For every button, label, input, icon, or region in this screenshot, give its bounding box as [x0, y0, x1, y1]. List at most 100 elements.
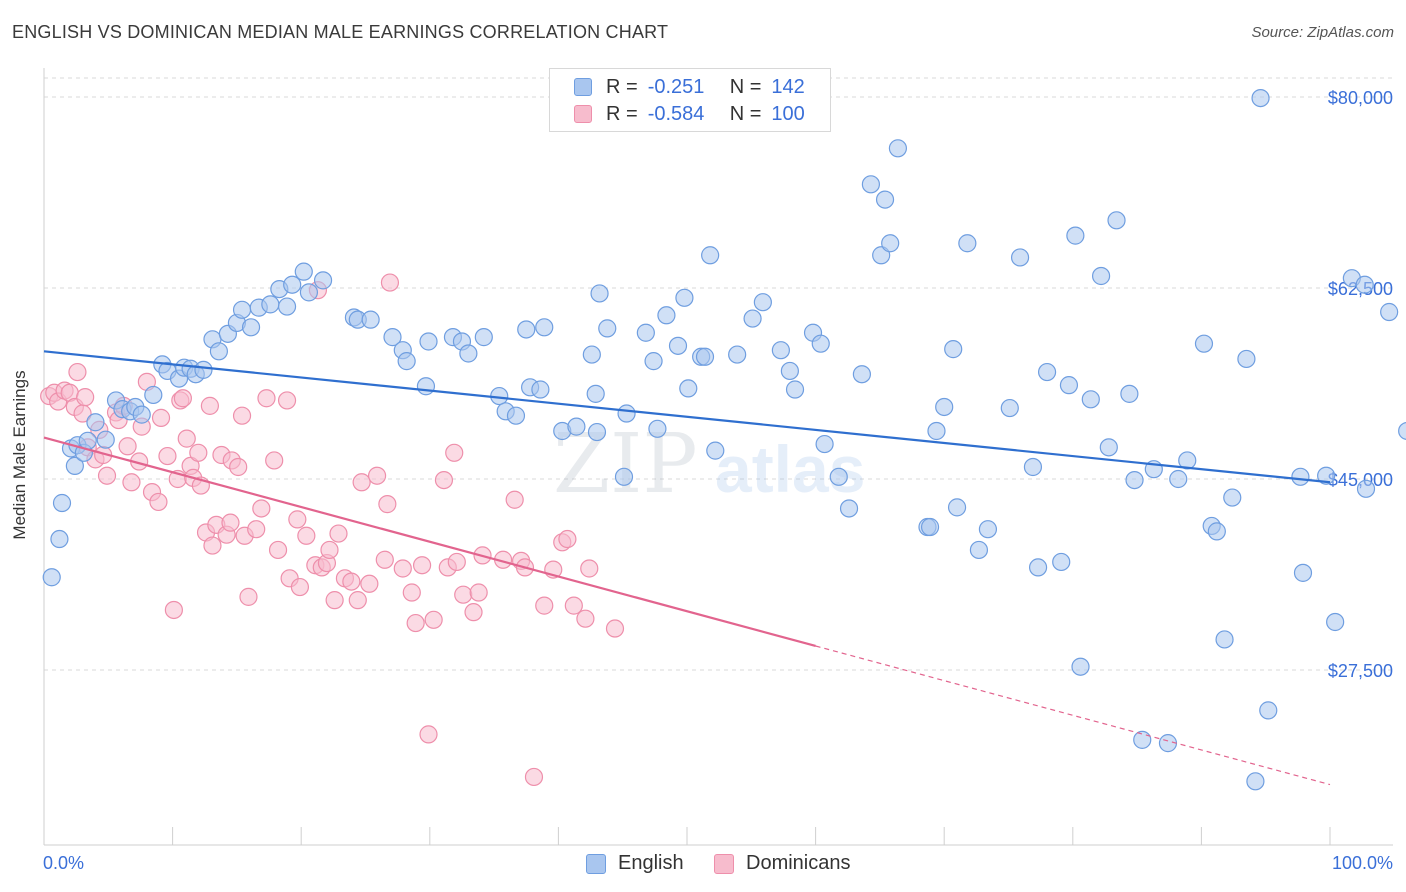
english-point [535, 318, 554, 337]
english-point [232, 300, 252, 319]
axes [43, 68, 1393, 846]
legend-item-english[interactable]: English [586, 852, 684, 875]
english-point [132, 405, 151, 424]
english-points [42, 88, 1406, 791]
english-point [582, 345, 601, 364]
dominican-point [454, 585, 473, 604]
english-point [1010, 248, 1030, 267]
english-point [743, 309, 762, 328]
english-point [1120, 384, 1139, 403]
dominican-point [393, 559, 412, 578]
english-point [1398, 421, 1406, 441]
english-point [567, 417, 586, 436]
english-point [706, 441, 725, 460]
dominican-point [367, 466, 387, 485]
english-point [679, 379, 698, 398]
dominican-point [360, 574, 379, 593]
dominican-point [412, 556, 432, 575]
dominican-swatch [574, 105, 592, 123]
trend-lines [43, 350, 1331, 786]
english-point [42, 568, 61, 587]
english-point [506, 406, 526, 425]
english-point [861, 175, 880, 194]
english-point [531, 380, 550, 399]
dominican-point [118, 437, 137, 456]
english-point [927, 421, 946, 441]
dominican-point [158, 446, 177, 466]
legend-dominicans-label: Dominicans [746, 852, 851, 874]
english-point [969, 540, 989, 560]
x-tick-min: 0.0% [43, 853, 84, 873]
english-point [839, 499, 859, 518]
english-swatch [586, 853, 606, 874]
dominican-point [149, 492, 168, 512]
english-point [1028, 558, 1048, 577]
dominican-point [380, 273, 400, 292]
english-point [86, 413, 105, 432]
english-point [1207, 522, 1226, 541]
dominican-point [406, 613, 425, 633]
series-legend: English Dominicans [0, 852, 1406, 876]
dominican-trend-line [43, 436, 816, 648]
dominican-point [352, 473, 371, 492]
english-point [1059, 376, 1079, 395]
dominican-point [189, 443, 208, 462]
english-point [416, 377, 436, 396]
dominican-point [342, 572, 361, 591]
english-point [1133, 730, 1152, 749]
dominican-swatch [714, 853, 734, 874]
english-point [1251, 88, 1270, 108]
dominican-point [247, 520, 266, 539]
english-point [419, 332, 438, 351]
legend-r-label: R = [606, 102, 638, 125]
dominican-point [605, 619, 625, 638]
dominican-point [402, 583, 421, 602]
english-point [1107, 211, 1126, 230]
english-point [644, 352, 663, 371]
english-point [636, 323, 655, 342]
dominican-point [221, 513, 240, 532]
english-point [920, 517, 940, 537]
dominican-point [424, 610, 443, 629]
english-point [1326, 612, 1345, 632]
english-point [1052, 552, 1071, 572]
dominican-point [277, 391, 297, 410]
dominican-point [535, 596, 554, 615]
english-point [283, 275, 302, 294]
dominican-point [464, 603, 483, 622]
legend-n-value: 142 [771, 75, 805, 98]
english-point [1169, 469, 1188, 489]
legend-item-dominicans[interactable]: Dominicans [714, 852, 850, 875]
english-point [277, 297, 297, 316]
english-point [397, 352, 416, 371]
english-point [459, 344, 478, 363]
english-point [517, 320, 536, 339]
english-point [383, 328, 402, 347]
english-point [1037, 362, 1057, 382]
english-point [96, 430, 115, 449]
dominican-point [419, 725, 438, 744]
english-point [1215, 630, 1234, 649]
y-tick-label: $27,500 [1328, 661, 1393, 681]
dominican-point [445, 443, 464, 462]
dominican-point [68, 362, 87, 382]
legend-n-label: N = [729, 75, 762, 98]
english-point [695, 347, 715, 366]
english-point [474, 328, 493, 347]
dominican-point [76, 388, 95, 407]
dominican-point [252, 499, 271, 518]
dominican-point [297, 526, 316, 545]
dominican-point [288, 510, 307, 529]
english-point [261, 295, 280, 314]
legend-n-label: N = [729, 102, 762, 125]
english-point [617, 404, 636, 423]
english-point [1000, 398, 1019, 418]
english-point [811, 334, 830, 353]
english-point [1356, 479, 1376, 498]
dominican-trend-extension [815, 645, 1331, 786]
chart-title: ENGLISH VS DOMINICAN MEDIAN MALE EARNING… [12, 22, 669, 42]
english-point [935, 397, 954, 417]
source-note: Source: ZipAtlas.com [1251, 24, 1394, 41]
english-point [1099, 438, 1118, 457]
